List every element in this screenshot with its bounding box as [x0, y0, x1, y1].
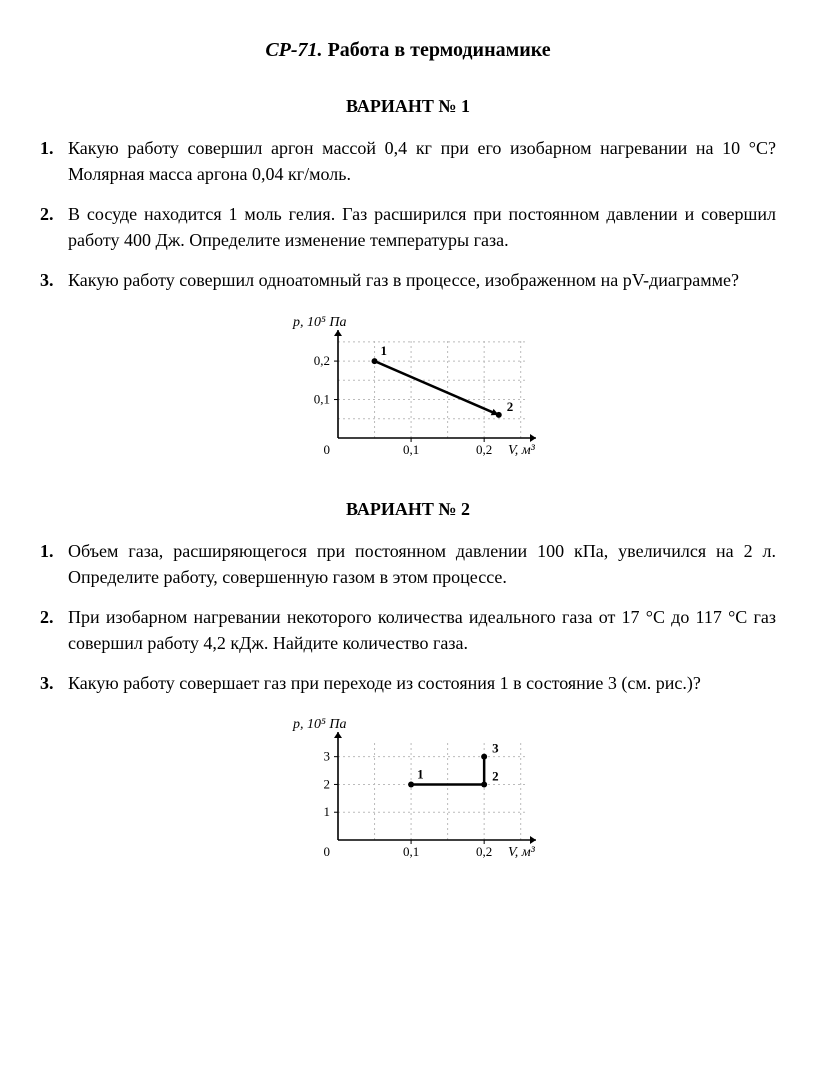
svg-text:2: 2 — [507, 398, 514, 413]
svg-text:V, м³: V, м³ — [508, 443, 536, 458]
problem-text: Какую работу совершил аргон массой 0,4 к… — [68, 135, 776, 187]
svg-text:0: 0 — [324, 442, 331, 457]
v2-problem-1: 1. Объем газа, расширяющегося при постоя… — [40, 538, 776, 590]
svg-text:3: 3 — [492, 741, 499, 756]
svg-text:1: 1 — [324, 804, 331, 819]
svg-text:2: 2 — [324, 777, 331, 792]
problem-text: Какую работу совершает газ при переходе … — [68, 670, 776, 696]
pv-diagram-1: 0,1 0,2 0,1 0,2 0 p, 10⁵ Па V, м³ 1 2 — [268, 308, 548, 468]
variant2-heading: ВАРИАНТ № 2 — [40, 496, 776, 522]
v1-problem-2: 2. В сосуде находится 1 моль гелия. Газ … — [40, 201, 776, 253]
chart2-wrap: 0,1 0,2 1 2 3 0 p, 10⁵ Па V, м³ 1 2 3 — [40, 710, 776, 870]
svg-text:0,2: 0,2 — [476, 844, 492, 859]
svg-text:2: 2 — [492, 769, 499, 784]
problem-number: 1. — [40, 538, 68, 590]
chart1-wrap: 0,1 0,2 0,1 0,2 0 p, 10⁵ Па V, м³ 1 2 — [40, 308, 776, 468]
v1-problem-1: 1. Какую работу совершил аргон массой 0,… — [40, 135, 776, 187]
svg-text:0,1: 0,1 — [403, 442, 419, 457]
svg-text:0,2: 0,2 — [476, 442, 492, 457]
problem-text: Объем газа, расширяющегося при постоянно… — [68, 538, 776, 590]
pv-diagram-2: 0,1 0,2 1 2 3 0 p, 10⁵ Па V, м³ 1 2 3 — [268, 710, 548, 870]
title-cp: СР-71. — [265, 39, 322, 61]
problem-number: 3. — [40, 267, 68, 293]
svg-text:p, 10⁵ Па: p, 10⁵ Па — [292, 315, 346, 330]
svg-text:1: 1 — [381, 343, 388, 358]
v1-problem-3: 3. Какую работу совершил одноатомный газ… — [40, 267, 776, 293]
problem-number: 2. — [40, 201, 68, 253]
svg-text:V, м³: V, м³ — [508, 845, 536, 860]
problem-text: Какую работу совершил одноатомный газ в … — [68, 267, 776, 293]
problem-text: При изобарном нагревании некоторого коли… — [68, 604, 776, 656]
svg-text:p, 10⁵ Па: p, 10⁵ Па — [292, 717, 346, 732]
problem-number: 1. — [40, 135, 68, 187]
svg-text:3: 3 — [324, 749, 331, 764]
svg-text:0,1: 0,1 — [314, 391, 330, 406]
svg-text:0: 0 — [324, 844, 331, 859]
svg-text:1: 1 — [417, 767, 424, 782]
svg-text:0,2: 0,2 — [314, 353, 330, 368]
variant1-heading: ВАРИАНТ № 1 — [40, 93, 776, 119]
v2-problem-2: 2. При изобарном нагревании некоторого к… — [40, 604, 776, 656]
svg-text:0,1: 0,1 — [403, 844, 419, 859]
page-title: СР-71. Работа в термодинамике — [40, 36, 776, 65]
v2-problem-3: 3. Какую работу совершает газ при перехо… — [40, 670, 776, 696]
title-rest: Работа в термодинамике — [328, 39, 551, 61]
problem-number: 3. — [40, 670, 68, 696]
problem-number: 2. — [40, 604, 68, 656]
problem-text: В сосуде находится 1 моль гелия. Газ рас… — [68, 201, 776, 253]
